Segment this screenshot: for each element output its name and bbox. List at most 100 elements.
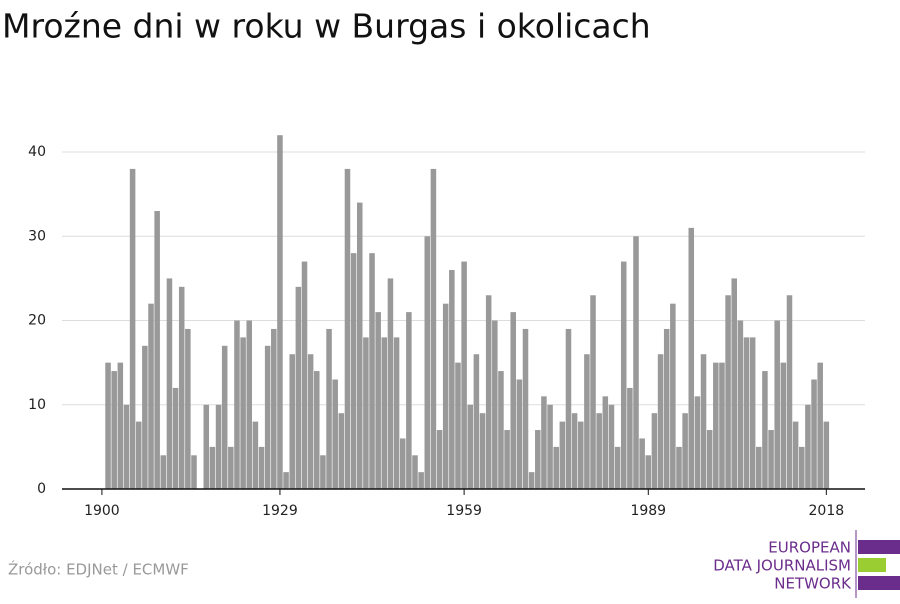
bar [277,135,283,489]
chart-title: Mroźne dni w roku w Burgas i okolicach [2,7,651,46]
bar [799,446,805,489]
bar [289,354,295,489]
bar [541,396,547,489]
bar [117,362,124,489]
x-tick-label: 2018 [809,503,845,519]
bar [258,446,265,489]
bar [215,404,222,489]
bar [756,446,762,489]
y-tick-label: 30 [28,228,46,244]
bar [639,438,645,489]
bar [811,379,817,489]
bar [418,472,424,489]
bar [504,430,510,489]
bar [725,295,731,489]
logo-bar [858,558,886,572]
bar [399,438,406,489]
x-tick-label: 1989 [630,503,666,519]
bar [780,362,787,489]
bar [142,345,148,489]
bar [670,303,676,489]
bar [657,354,664,489]
logo-text: EUROPEAN [768,539,851,557]
bar [713,362,719,489]
bar [663,328,670,489]
bar [485,295,492,489]
bar [430,168,437,489]
bar [620,261,627,489]
x-tick-label: 1929 [262,503,298,519]
bar [307,354,314,489]
bar [449,269,455,489]
bar [479,413,486,489]
bar [547,404,553,489]
bar [510,312,516,489]
bar [498,371,504,489]
bar [393,337,400,489]
bar [412,455,418,489]
bar [676,446,682,489]
bar [571,413,578,489]
bar [344,168,351,489]
bar [535,430,541,489]
bar [442,303,449,489]
bar [338,413,345,489]
bar [363,337,369,489]
bar [455,362,461,489]
logo: EUROPEAN DATA JOURNALISM NETWORK [713,530,900,598]
bar [271,328,277,489]
bar [185,328,191,489]
x-tick-label: 1959 [446,503,482,519]
bar [369,253,375,489]
bar [719,362,725,489]
bar [608,404,615,489]
bar [596,413,602,489]
bar [528,472,535,489]
bar [160,455,167,489]
bar [633,236,639,489]
bar [387,278,394,489]
bar [461,261,467,489]
bar [148,303,154,489]
bar [314,371,320,489]
bar [731,278,737,489]
bar [805,404,811,489]
bar [332,379,338,489]
bar [688,227,695,489]
bar [203,404,210,489]
bar [694,396,701,489]
bar [627,387,633,489]
bar [178,286,185,489]
bar [774,320,780,489]
bar [749,337,756,489]
bar [356,202,363,489]
bar [350,253,357,489]
bar [651,413,658,489]
bar [424,236,431,489]
bar [234,320,240,489]
y-tick-label: 20 [28,313,46,329]
bar [516,379,523,489]
bar [577,421,584,489]
bar [129,168,136,489]
bar [209,446,216,489]
bar [602,396,609,489]
bar [700,354,707,489]
bar [381,337,388,489]
logo-bar [858,576,900,590]
bar [590,295,596,489]
bar [301,261,308,489]
bar [559,421,566,489]
logo-text: DATA JOURNALISM [713,557,851,575]
logo-text: NETWORK [774,575,852,593]
bar [682,413,688,489]
bar [565,328,572,489]
bar [166,278,173,489]
bar [467,404,474,489]
bar [191,455,197,489]
bar [240,337,246,489]
bar [792,421,799,489]
bar [645,455,652,489]
bar [283,472,289,489]
